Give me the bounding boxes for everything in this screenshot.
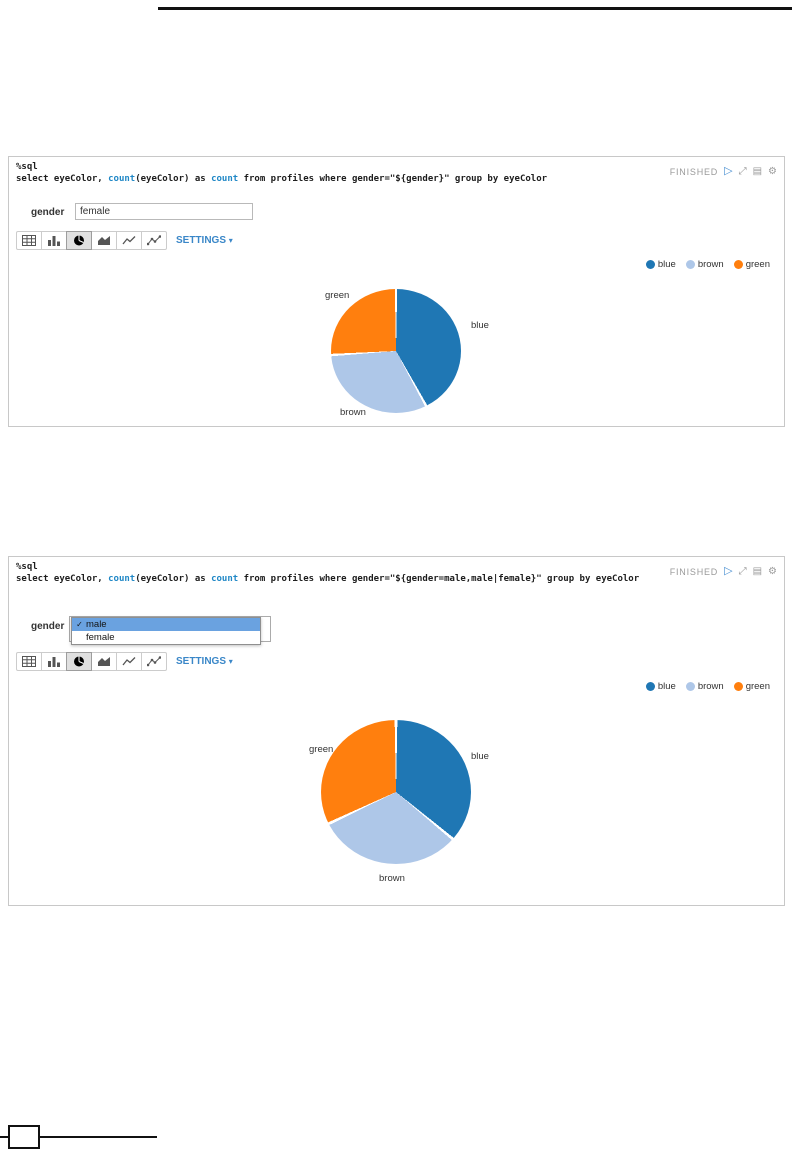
footer-rule bbox=[0, 1136, 157, 1138]
dropdown-option-male[interactable]: ✓ male bbox=[72, 618, 260, 631]
show-editor-icon[interactable]: ▤ bbox=[752, 165, 763, 177]
legend-label: green bbox=[745, 681, 770, 692]
code-token: from profiles where gender= bbox=[238, 574, 390, 584]
fullscreen-icon[interactable]: ⤢ bbox=[738, 565, 747, 577]
chart-line-button[interactable] bbox=[116, 231, 142, 250]
gear-icon[interactable]: ⚙ bbox=[768, 565, 777, 577]
form-label-gender: gender bbox=[31, 621, 65, 632]
code-token: group by eyeColor bbox=[541, 574, 640, 584]
chart-area-button[interactable] bbox=[91, 231, 117, 250]
code-token-keyword: count bbox=[108, 574, 136, 584]
pie-slice-label-brown: brown bbox=[379, 873, 405, 884]
pie-slice-label-brown: brown bbox=[340, 407, 366, 418]
legend-label: blue bbox=[657, 681, 676, 692]
interpreter-directive: %sql bbox=[16, 162, 38, 172]
chart-pie-button[interactable] bbox=[66, 231, 92, 250]
code-token-keyword: count bbox=[211, 574, 239, 584]
status-finished: FINISHED bbox=[669, 566, 719, 577]
legend-item-blue[interactable]: blue bbox=[645, 681, 676, 692]
legend-label: brown bbox=[697, 259, 724, 270]
legend-item-green[interactable]: green bbox=[733, 681, 770, 692]
caret-down-icon: ▾ bbox=[228, 657, 233, 666]
dropdown-option-label: male bbox=[86, 619, 107, 630]
sql-statement: select eyeColor, count(eyeColor) as coun… bbox=[16, 573, 639, 585]
pie-chart bbox=[321, 720, 471, 864]
legend-item-brown[interactable]: brown bbox=[685, 681, 724, 692]
code-token: from profiles where gender= bbox=[238, 174, 390, 184]
settings-label: SETTINGS bbox=[176, 235, 227, 246]
chart-scatter-button[interactable] bbox=[141, 652, 167, 671]
pie-slice-label-blue: blue bbox=[471, 751, 489, 762]
legend-swatch bbox=[685, 682, 695, 691]
chart-area-button[interactable] bbox=[91, 652, 117, 671]
code-token: select eyeColor, bbox=[16, 174, 109, 184]
legend-swatch bbox=[733, 682, 743, 691]
chart-scatter-button[interactable] bbox=[141, 231, 167, 250]
pie-slice-label-blue: blue bbox=[471, 320, 489, 331]
settings-toggle[interactable]: SETTINGS ▾ bbox=[176, 656, 233, 667]
legend-swatch bbox=[685, 260, 695, 269]
chart-table-button[interactable] bbox=[16, 652, 42, 671]
run-icon[interactable]: ▷ bbox=[724, 165, 733, 177]
code-token: group by eyeColor bbox=[449, 174, 548, 184]
status-finished: FINISHED bbox=[669, 166, 719, 177]
code-token-keyword: count bbox=[211, 174, 239, 184]
code-token: select eyeColor, bbox=[16, 574, 109, 584]
settings-label: SETTINGS bbox=[176, 656, 227, 667]
legend-item-brown[interactable]: brown bbox=[685, 259, 724, 270]
chart-table-button[interactable] bbox=[16, 231, 42, 250]
chart-legend: blue brown green bbox=[645, 681, 770, 692]
paragraph-status-bar: FINISHED ▷ ⤢ ▤ ⚙ bbox=[670, 566, 777, 577]
code-token: (eyeColor) as bbox=[135, 574, 212, 584]
chart-type-toolbar bbox=[16, 231, 167, 250]
legend-swatch bbox=[733, 260, 743, 269]
legend-item-blue[interactable]: blue bbox=[645, 259, 676, 270]
interpreter-directive: %sql bbox=[16, 562, 38, 572]
chart-bar-button[interactable] bbox=[41, 231, 67, 250]
chart-type-toolbar bbox=[16, 652, 167, 671]
top-rule bbox=[158, 7, 792, 10]
zeppelin-paragraph-2: %sql select eyeColor, count(eyeColor) as… bbox=[8, 556, 785, 906]
gender-input[interactable] bbox=[75, 203, 253, 220]
code-token: (eyeColor) as bbox=[135, 174, 212, 184]
code-editor[interactable]: %sql select eyeColor, count(eyeColor) as… bbox=[16, 561, 639, 585]
check-icon: ✓ bbox=[76, 620, 83, 629]
pie-slice-label-green: green bbox=[309, 744, 334, 755]
show-editor-icon[interactable]: ▤ bbox=[752, 565, 763, 577]
form-label-gender: gender bbox=[31, 207, 65, 218]
fullscreen-icon[interactable]: ⤢ bbox=[738, 165, 747, 177]
legend-label: green bbox=[745, 259, 770, 270]
code-token-string: "${gender}" bbox=[389, 174, 450, 184]
chart-bar-button[interactable] bbox=[41, 652, 67, 671]
page-number-box bbox=[8, 1125, 40, 1149]
dropdown-option-label: female bbox=[86, 632, 115, 643]
pie-slice-label-green: green bbox=[325, 290, 350, 301]
gender-dropdown-menu: ✓ male female bbox=[71, 617, 261, 645]
run-icon[interactable]: ▷ bbox=[724, 565, 733, 577]
gear-icon[interactable]: ⚙ bbox=[768, 165, 777, 177]
paragraph-status-bar: FINISHED ▷ ⤢ ▤ ⚙ bbox=[670, 166, 777, 177]
zeppelin-paragraph-1: %sql select eyeColor, count(eyeColor) as… bbox=[8, 156, 785, 427]
legend-swatch bbox=[645, 682, 655, 691]
code-token-string: "${gender=male,male|female}" bbox=[389, 574, 542, 584]
legend-item-green[interactable]: green bbox=[733, 259, 770, 270]
dropdown-option-female[interactable]: female bbox=[72, 631, 260, 644]
sql-statement: select eyeColor, count(eyeColor) as coun… bbox=[16, 173, 547, 185]
pie-chart bbox=[331, 289, 461, 413]
settings-toggle[interactable]: SETTINGS ▾ bbox=[176, 235, 233, 246]
chart-line-button[interactable] bbox=[116, 652, 142, 671]
code-token-keyword: count bbox=[108, 174, 136, 184]
legend-swatch bbox=[645, 260, 655, 269]
chart-pie-button[interactable] bbox=[66, 652, 92, 671]
code-editor[interactable]: %sql select eyeColor, count(eyeColor) as… bbox=[16, 161, 547, 185]
caret-down-icon: ▾ bbox=[228, 236, 233, 245]
chart-legend: blue brown green bbox=[645, 259, 770, 270]
legend-label: brown bbox=[697, 681, 724, 692]
legend-label: blue bbox=[657, 259, 676, 270]
